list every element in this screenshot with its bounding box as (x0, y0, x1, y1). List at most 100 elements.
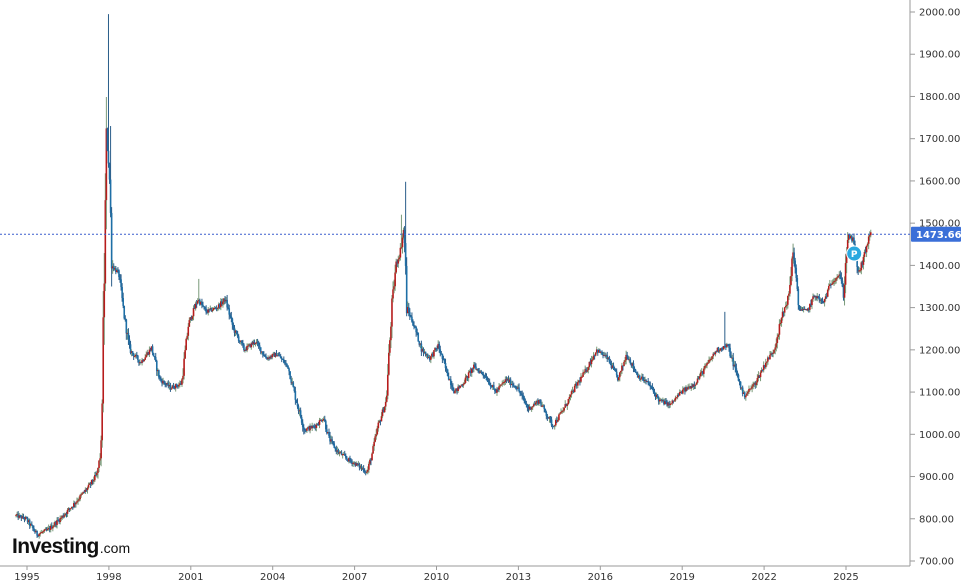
candle-body (622, 365, 624, 367)
candle-up (789, 276, 791, 297)
candle-up (500, 384, 502, 386)
candle-up (699, 369, 702, 377)
candle-up (174, 383, 177, 392)
candle-body (780, 317, 783, 324)
candle-up (179, 380, 181, 388)
candle-body (757, 375, 760, 378)
candle-up (171, 384, 174, 389)
candle-down (482, 371, 485, 379)
candle-body (675, 397, 678, 399)
candle-body (796, 277, 799, 289)
candle-up (433, 350, 435, 359)
candle-body (595, 349, 598, 353)
candle-body (437, 343, 439, 349)
candle-up (116, 268, 118, 273)
candle-up (87, 482, 90, 490)
candle-down (279, 353, 282, 359)
candle-up (858, 267, 861, 273)
candle-body (88, 483, 91, 485)
candle-down (155, 359, 158, 376)
candle-body (285, 362, 287, 364)
candle-body (379, 420, 382, 422)
candle-body (298, 410, 301, 412)
candle-down (123, 305, 126, 320)
candle-down (379, 419, 382, 426)
candle-body (327, 432, 329, 434)
plot-area (15, 14, 872, 539)
candle-body (213, 308, 216, 310)
candle-body (501, 383, 504, 385)
candle-body (247, 345, 249, 347)
candle-up (336, 446, 339, 456)
candle-up (16, 511, 18, 518)
candle-up (431, 352, 433, 359)
candle-body (238, 341, 241, 343)
candle-up (603, 351, 605, 357)
event-marker[interactable]: P (846, 245, 863, 262)
candle-down (565, 403, 568, 407)
candle-up (834, 278, 836, 285)
candle-up (528, 404, 531, 411)
candle-down (55, 520, 57, 528)
candle-up (97, 467, 99, 479)
candle-body (527, 407, 530, 410)
candle-body (20, 515, 23, 519)
candle-up (148, 346, 151, 357)
candle-body (132, 353, 135, 357)
candle-body (600, 351, 602, 353)
candle-down (396, 259, 399, 268)
candle-body (573, 385, 576, 392)
candle-body (614, 369, 617, 372)
candle-up (63, 512, 66, 519)
candle-body (551, 425, 554, 427)
candle-up (809, 303, 811, 313)
candle-down (253, 339, 256, 346)
candle-down (117, 267, 119, 274)
candle-body (354, 462, 357, 466)
marker-circle[interactable] (846, 245, 863, 262)
candle-body (342, 454, 345, 456)
candle-body (117, 270, 119, 272)
candle-body (483, 375, 486, 377)
candle-body (288, 368, 290, 372)
candle-down (612, 362, 615, 371)
candle-down (763, 364, 766, 369)
candle-up (244, 348, 246, 353)
candle-up (69, 508, 72, 511)
candle-down (636, 371, 639, 378)
candle-body (771, 353, 773, 355)
candle-up (580, 373, 582, 384)
candle-up (463, 379, 466, 385)
candle-body (628, 359, 631, 361)
candle-body (271, 354, 274, 358)
candle-body (264, 355, 266, 357)
candle-down (337, 448, 340, 455)
candle-body (857, 266, 859, 272)
candle-down (857, 266, 859, 275)
candle-up (709, 357, 711, 363)
candle-body (424, 351, 427, 355)
candle-up (368, 461, 370, 473)
candle-body (806, 308, 809, 311)
candle-body (328, 432, 330, 436)
candle-body (545, 412, 548, 416)
candle-up (276, 353, 279, 357)
candle-body (125, 319, 128, 334)
candle-body (155, 360, 158, 372)
candle-down (458, 385, 460, 390)
candle-up (185, 337, 187, 351)
candle-body (145, 354, 148, 358)
candle-down (350, 458, 352, 464)
candle-down (782, 311, 785, 317)
candle-down (360, 464, 363, 471)
candle-down (160, 376, 162, 383)
candle-down (606, 351, 609, 362)
candle-body (25, 517, 28, 519)
candle-body (217, 304, 220, 308)
candle-body (644, 380, 646, 382)
candle-body (467, 372, 470, 379)
candle-up (640, 377, 642, 382)
candle-body (41, 532, 44, 534)
candle-body (241, 340, 243, 344)
candle-body (276, 355, 279, 357)
